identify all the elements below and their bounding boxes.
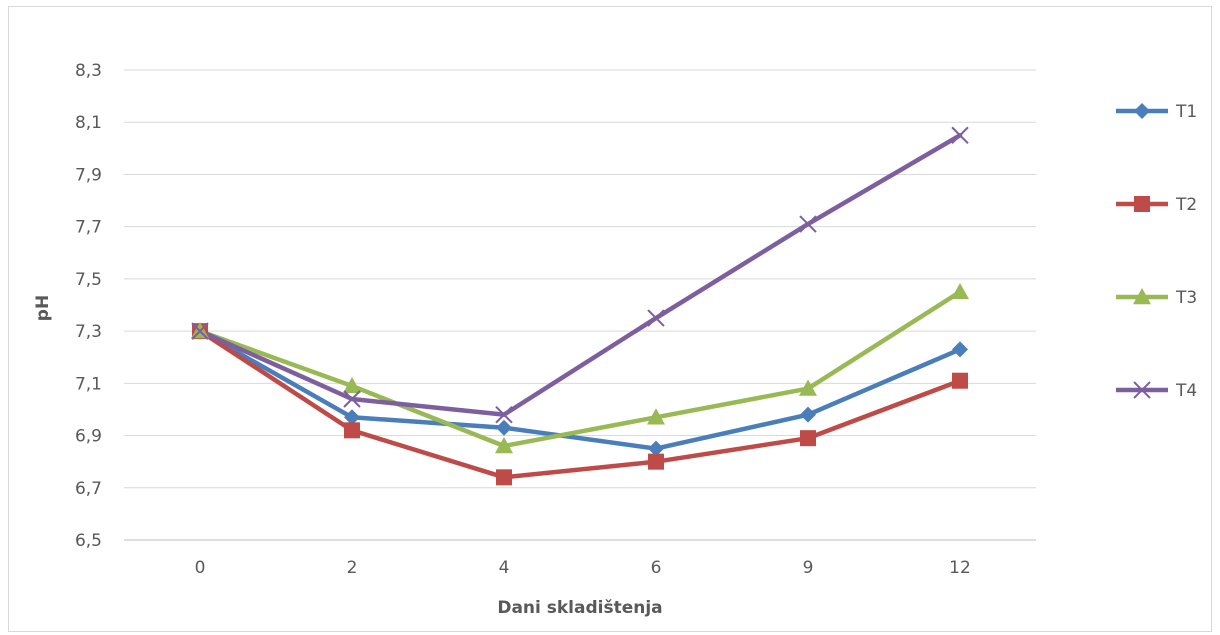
legend-item-t1: T1	[1116, 102, 1197, 122]
legend-marker	[1133, 288, 1151, 305]
series-line-t4	[197, 133, 963, 417]
legend-label: T1	[1175, 102, 1197, 122]
legend-label: T2	[1175, 195, 1197, 215]
x-axis-title: Dani skladištenja	[497, 598, 662, 618]
legend-item-t2: T2	[1116, 195, 1197, 215]
chart-frame	[8, 6, 1212, 632]
data-point-t3	[799, 379, 817, 396]
data-point-t2	[800, 430, 816, 447]
legend-marker	[1133, 381, 1151, 399]
y-tick-label: 6,9	[75, 427, 102, 447]
data-point-t4	[343, 390, 361, 408]
y-axis-title: pH	[33, 295, 53, 321]
data-point-t2	[496, 469, 512, 486]
y-tick-label: 7,9	[75, 165, 102, 185]
data-point-t4	[951, 126, 969, 144]
legend-label: T3	[1175, 288, 1197, 308]
gridlines	[124, 69, 1036, 541]
data-point-t4	[647, 309, 665, 327]
data-point-t2	[344, 422, 360, 439]
y-tick-label: 8,3	[75, 61, 102, 81]
data-point-t2	[952, 372, 968, 389]
legend: T1 T2 T3 T4	[1116, 102, 1197, 401]
x-tick-label: 4	[499, 558, 510, 578]
series-markers	[191, 126, 969, 486]
y-tick-label: 6,7	[75, 479, 102, 499]
series-line-t3	[197, 289, 963, 449]
data-point-t1	[344, 409, 360, 426]
data-point-t3	[951, 282, 969, 300]
legend-marker	[1134, 196, 1150, 212]
y-tick-label: 8,1	[75, 113, 102, 133]
y-tick-label: 7,7	[75, 218, 102, 238]
legend-item-t4: T4	[1116, 381, 1197, 401]
data-point-t3	[495, 437, 513, 454]
data-point-t3	[343, 376, 361, 394]
series-lines	[197, 133, 963, 480]
series-line-t2	[197, 328, 963, 480]
data-point-t4	[191, 322, 209, 340]
data-point-t1	[952, 341, 968, 358]
series-line-t1	[197, 328, 963, 451]
y-tick-label: 6,5	[75, 531, 102, 551]
x-tick-label: 12	[949, 558, 971, 578]
data-point-t1	[648, 440, 664, 457]
x-tick-label: 0	[195, 558, 206, 578]
data-point-t1	[800, 406, 816, 423]
y-axis-ticks: 6,5 6,7 6,9 7,1 7,3 7,5 7,7 7,9 8,1 8,3	[75, 61, 102, 551]
legend-marker	[1134, 103, 1150, 119]
data-point-t4	[495, 405, 513, 424]
data-point-t4	[799, 215, 817, 233]
data-point-t3	[647, 408, 665, 425]
y-tick-label: 7,5	[75, 270, 102, 290]
data-point-t1	[496, 419, 512, 436]
x-axis-ticks: 0 2 4 6 9 12	[195, 558, 971, 578]
x-tick-label: 9	[803, 558, 814, 578]
legend-item-t3: T3	[1116, 288, 1197, 308]
x-tick-label: 2	[347, 558, 358, 578]
y-tick-label: 7,1	[75, 374, 102, 394]
x-tick-label: 6	[651, 558, 662, 578]
data-point-t2	[648, 453, 664, 470]
y-tick-label: 7,3	[75, 322, 102, 342]
legend-label: T4	[1175, 381, 1197, 401]
